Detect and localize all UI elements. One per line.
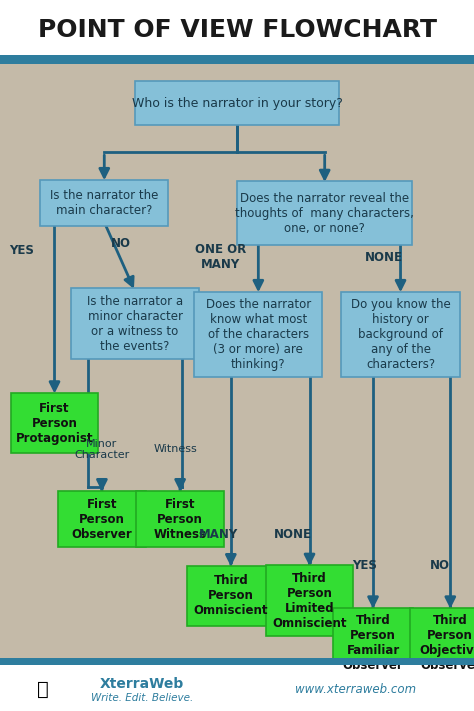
FancyBboxPatch shape — [11, 392, 99, 454]
Text: YES: YES — [353, 559, 377, 572]
Text: Does the narrator
know what most
of the characters
(3 or more) are
thinking?: Does the narrator know what most of the … — [206, 298, 311, 370]
Text: NO: NO — [111, 237, 131, 250]
Text: POINT OF VIEW FLOWCHART: POINT OF VIEW FLOWCHART — [37, 18, 437, 42]
Text: MANY: MANY — [199, 528, 237, 541]
FancyBboxPatch shape — [0, 658, 474, 665]
Text: First
Person
Witness: First Person Witness — [154, 498, 207, 540]
Text: Is the narrator the
main character?: Is the narrator the main character? — [50, 188, 158, 217]
FancyBboxPatch shape — [0, 55, 474, 64]
Text: Does the narrator reveal the
thoughts of  many characters,
one, or none?: Does the narrator reveal the thoughts of… — [235, 192, 414, 235]
Text: NONE: NONE — [365, 251, 403, 264]
Text: XterraWeb: XterraWeb — [100, 677, 184, 691]
FancyBboxPatch shape — [136, 491, 224, 547]
FancyBboxPatch shape — [135, 81, 339, 125]
FancyBboxPatch shape — [0, 0, 474, 57]
Text: Do you know the
history or
background of
any of the
characters?: Do you know the history or background of… — [351, 298, 450, 370]
FancyBboxPatch shape — [265, 565, 353, 636]
FancyBboxPatch shape — [237, 181, 412, 245]
Text: www.xterraweb.com: www.xterraweb.com — [295, 683, 416, 696]
Text: Is the narrator a
minor character
or a witness to
the events?: Is the narrator a minor character or a w… — [87, 294, 183, 353]
Text: NO: NO — [430, 559, 450, 572]
Text: Third
Person
Limited
Omniscient: Third Person Limited Omniscient — [272, 572, 347, 630]
FancyBboxPatch shape — [58, 491, 146, 547]
FancyBboxPatch shape — [341, 292, 460, 377]
Text: Third
Person
Familiar
Observer: Third Person Familiar Observer — [343, 614, 403, 673]
FancyBboxPatch shape — [71, 288, 199, 359]
Text: First
Person
Protagonist: First Person Protagonist — [16, 402, 93, 444]
FancyBboxPatch shape — [333, 608, 413, 679]
Text: Minor
Character: Minor Character — [74, 439, 129, 460]
FancyBboxPatch shape — [40, 179, 168, 226]
Text: Third
Person
Omniscient: Third Person Omniscient — [193, 574, 268, 617]
Text: Third
Person
Objective
Observer: Third Person Objective Observer — [419, 614, 474, 673]
FancyBboxPatch shape — [0, 665, 474, 711]
Text: Witness: Witness — [154, 444, 197, 454]
FancyBboxPatch shape — [187, 566, 274, 626]
Text: Who is the narrator in your story?: Who is the narrator in your story? — [132, 97, 342, 109]
Text: Write. Edit. Believe.: Write. Edit. Believe. — [91, 693, 193, 703]
FancyBboxPatch shape — [194, 292, 322, 377]
Text: ONE OR
MANY: ONE OR MANY — [195, 243, 246, 272]
Text: 🦋: 🦋 — [37, 680, 48, 699]
Text: First
Person
Observer: First Person Observer — [72, 498, 132, 540]
FancyBboxPatch shape — [410, 608, 474, 679]
Text: YES: YES — [9, 244, 34, 257]
Text: NONE: NONE — [274, 528, 312, 541]
